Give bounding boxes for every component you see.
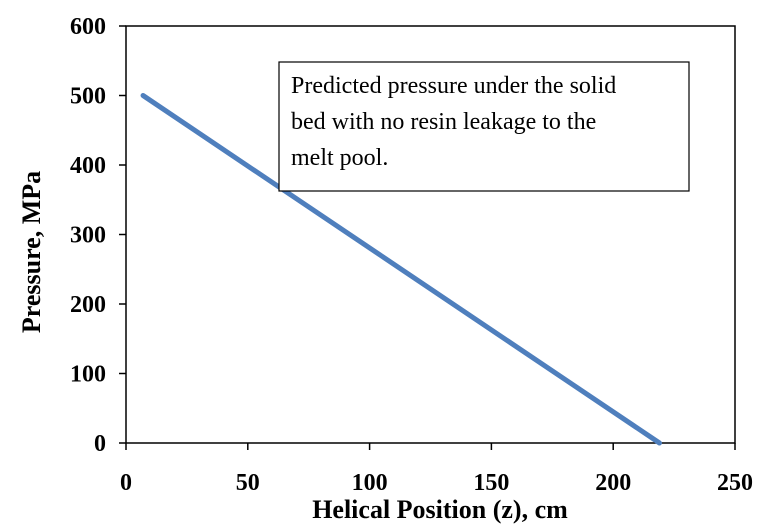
x-tick-label: 100 xyxy=(352,470,388,496)
series-layer xyxy=(140,93,662,446)
y-axis-title: Pressure, MPa xyxy=(17,171,46,333)
y-tick-label: 0 xyxy=(94,431,106,457)
y-axis-ticks: 0 100 200 300 400 500 600 xyxy=(70,14,126,457)
annotation-box: Predicted pressure under the solid bed w… xyxy=(278,61,690,192)
y-tick-label: 600 xyxy=(70,14,106,40)
y-tick-label: 100 xyxy=(70,362,106,388)
annotation-line-3: melt pool. xyxy=(291,145,388,171)
x-tick-label: 150 xyxy=(473,470,509,496)
x-tick-label: 250 xyxy=(717,470,753,496)
series-line xyxy=(140,93,662,446)
x-tick-label: 0 xyxy=(120,470,132,496)
y-tick-label: 400 xyxy=(70,153,106,179)
x-tick-label: 200 xyxy=(595,470,631,496)
annotation-line-1: Predicted pressure under the solid xyxy=(291,73,616,99)
x-tick-label: 50 xyxy=(236,470,260,496)
x-axis-ticks: 0 50 100 150 200 250 xyxy=(120,443,753,496)
annotation-line-2: bed with no resin leakage to the xyxy=(291,109,596,135)
annotation-frame xyxy=(278,61,690,192)
y-tick-label: 500 xyxy=(70,84,106,110)
y-tick-label: 300 xyxy=(70,223,106,249)
x-axis-title: Helical Position (z), cm xyxy=(312,495,568,524)
y-tick-label: 200 xyxy=(70,292,106,318)
